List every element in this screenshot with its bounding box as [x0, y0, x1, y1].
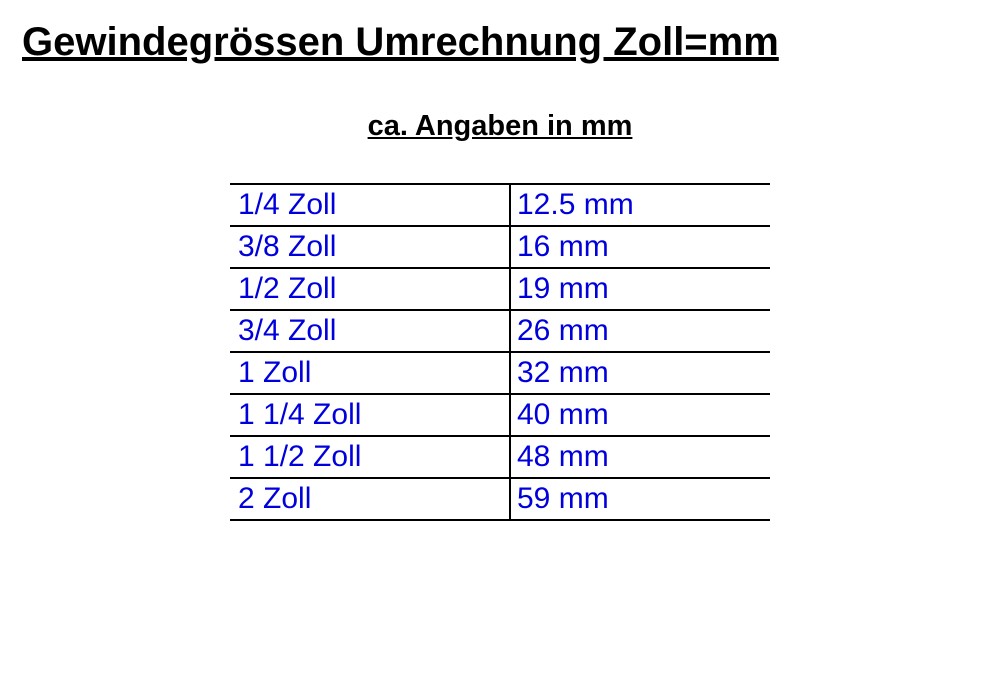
mm-cell: 32 mm [510, 352, 770, 394]
page-title: Gewindegrössen Umrechnung Zoll=mm [0, 20, 1000, 65]
zoll-cell: 1/2 Zoll [230, 268, 510, 310]
zoll-cell: 3/8 Zoll [230, 226, 510, 268]
zoll-cell: 3/4 Zoll [230, 310, 510, 352]
table-row: 1 1/2 Zoll 48 mm [230, 436, 770, 478]
mm-cell: 40 mm [510, 394, 770, 436]
mm-cell: 48 mm [510, 436, 770, 478]
table-row: 3/4 Zoll 26 mm [230, 310, 770, 352]
table-row: 1 1/4 Zoll 40 mm [230, 394, 770, 436]
mm-cell: 59 mm [510, 478, 770, 520]
mm-cell: 16 mm [510, 226, 770, 268]
mm-cell: 12.5 mm [510, 184, 770, 226]
table-body: 1/4 Zoll 12.5 mm 3/8 Zoll 16 mm 1/2 Zoll… [230, 184, 770, 520]
table-row: 1 Zoll 32 mm [230, 352, 770, 394]
table-row: 2 Zoll 59 mm [230, 478, 770, 520]
mm-cell: 19 mm [510, 268, 770, 310]
table-row: 1/2 Zoll 19 mm [230, 268, 770, 310]
zoll-cell: 2 Zoll [230, 478, 510, 520]
zoll-cell: 1 1/4 Zoll [230, 394, 510, 436]
table-row: 3/8 Zoll 16 mm [230, 226, 770, 268]
table-container: 1/4 Zoll 12.5 mm 3/8 Zoll 16 mm 1/2 Zoll… [0, 183, 1000, 521]
zoll-cell: 1/4 Zoll [230, 184, 510, 226]
zoll-cell: 1 1/2 Zoll [230, 436, 510, 478]
table-row: 1/4 Zoll 12.5 mm [230, 184, 770, 226]
conversion-table: 1/4 Zoll 12.5 mm 3/8 Zoll 16 mm 1/2 Zoll… [230, 183, 770, 521]
page-subtitle: ca. Angaben in mm [0, 110, 1000, 143]
zoll-cell: 1 Zoll [230, 352, 510, 394]
mm-cell: 26 mm [510, 310, 770, 352]
